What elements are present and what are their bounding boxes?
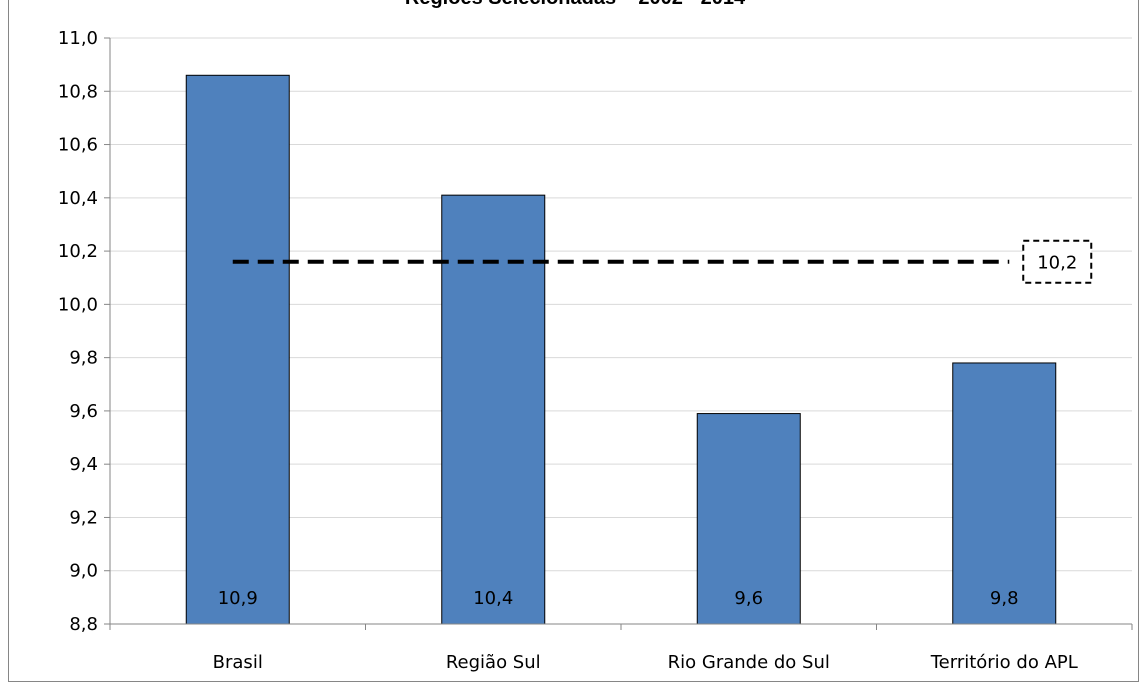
bar-data-label: 10,9 xyxy=(218,588,258,609)
bar xyxy=(696,413,801,625)
y-tick-label: 10,6 xyxy=(58,135,98,156)
y-tick-label: 9,6 xyxy=(69,401,98,422)
bar xyxy=(952,362,1057,625)
y-tick-label: 8,8 xyxy=(69,614,98,635)
x-category-label: Região Sul xyxy=(446,652,541,673)
y-tick-label: 9,2 xyxy=(69,507,98,528)
x-category-label: Território do APL xyxy=(930,652,1078,673)
average-label: 10,2 xyxy=(1037,253,1077,274)
y-tick-label: 9,8 xyxy=(69,348,98,369)
bar-data-label: 9,8 xyxy=(990,588,1019,609)
chart-title: Regiões Selecionadas – 2002 - 2014 xyxy=(405,0,746,9)
x-category-label: Brasil xyxy=(213,652,263,673)
average-line-group: 10,2 xyxy=(232,239,1093,284)
y-tick-label: 10,0 xyxy=(58,294,98,315)
bar-data-label: 9,6 xyxy=(734,588,763,609)
y-tick-label: 9,4 xyxy=(69,454,98,475)
x-category-label: Rio Grande do Sul xyxy=(668,652,830,673)
y-tick-label: 10,2 xyxy=(58,241,98,262)
bar-data-label: 10,4 xyxy=(473,588,513,609)
average-label-box xyxy=(1022,239,1093,284)
chart-frame xyxy=(8,0,1139,682)
bar xyxy=(441,194,546,625)
bars: 10,9 10,4 9,6 9,8 xyxy=(185,74,1057,625)
bar xyxy=(185,74,290,625)
y-tick-label: 10,4 xyxy=(58,188,98,209)
axes xyxy=(109,38,1133,630)
y-tick-label: 11,0 xyxy=(58,28,98,49)
y-axis-ticks: 8,8 9,0 9,2 9,4 9,6 9,8 10,0 10,2 10,4 10,6 10,8 11… xyxy=(58,28,110,635)
y-tick-label: 9,0 xyxy=(69,561,98,582)
y-tick-label: 10,8 xyxy=(58,81,98,102)
x-axis-labels: Brasil Região Sul Rio Grande do Sul Territó… xyxy=(213,652,1078,673)
